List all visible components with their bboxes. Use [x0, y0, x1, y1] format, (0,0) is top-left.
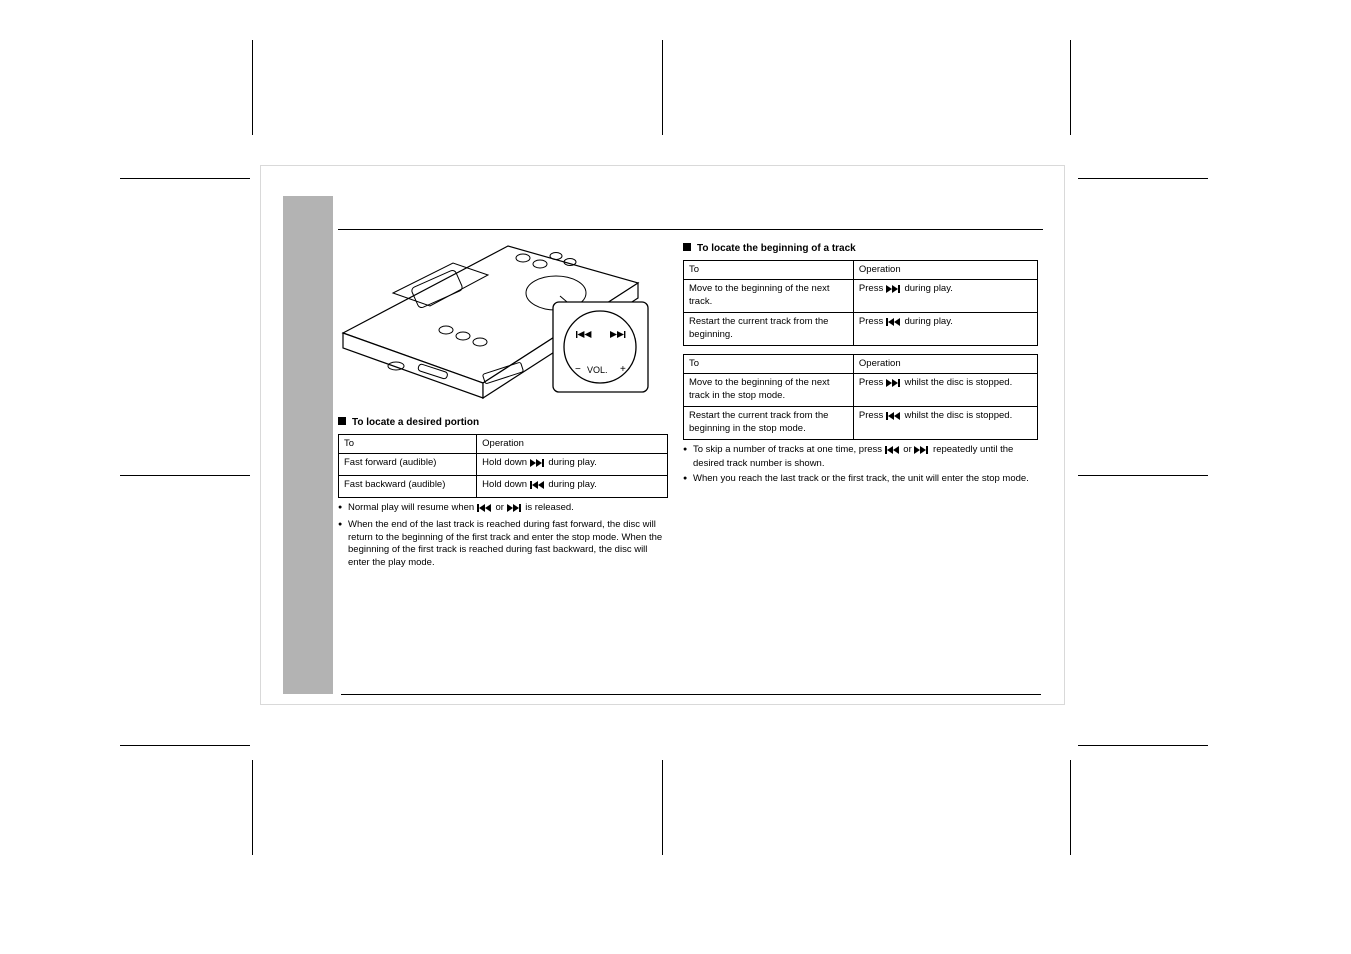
table-row: Move to the beginning of the next track … [684, 374, 1038, 407]
vol-label: VOL. [587, 365, 608, 375]
prev-track-icon [530, 481, 546, 494]
prev-track-icon [885, 446, 901, 459]
cropmark [120, 475, 250, 476]
table-row: Restart the current track from the begin… [684, 312, 1038, 345]
cropmark [662, 760, 663, 855]
cropmark [1078, 178, 1208, 179]
prev-track-icon [886, 318, 902, 331]
cell-op: Press whilst the disc is stopped. [853, 407, 1037, 440]
cropmark [1078, 745, 1208, 746]
note-item: To skip a number of tracks at one time, … [683, 444, 1038, 472]
cell-op: Hold down during play. [477, 454, 668, 476]
device-illustration: − VOL. + [338, 238, 658, 408]
right-th-to: To [684, 260, 854, 280]
right-table-b: To Operation Move to the beginning of th… [683, 354, 1038, 440]
right-heading-text: To locate the beginning of a track [697, 242, 856, 256]
next-track-icon [530, 459, 546, 472]
table-row: Fast backward (audible) Hold down during… [339, 476, 668, 498]
device-svg: − VOL. + [338, 238, 658, 408]
table-row: Move to the beginning of the next track.… [684, 280, 1038, 313]
cell-to: Fast forward (audible) [339, 454, 477, 476]
right-heading: To locate the beginning of a track [683, 242, 1038, 256]
svg-text:−: − [575, 364, 581, 375]
next-track-icon [507, 504, 523, 517]
top-rule [338, 229, 1043, 230]
cropmark [662, 40, 663, 135]
svg-text:+: + [620, 364, 626, 375]
cell-op: Press whilst the disc is stopped. [853, 374, 1037, 407]
cropmark [1070, 760, 1071, 855]
note-item: When you reach the last track or the fir… [683, 473, 1038, 486]
cropmark [1070, 40, 1071, 135]
prev-track-icon [477, 504, 493, 517]
square-bullet-icon [683, 243, 691, 251]
cropmark [252, 40, 253, 135]
left-notes: Normal play will resume when or is relea… [338, 502, 668, 570]
note-item: Normal play will resume when or is relea… [338, 502, 668, 517]
left-heading-text: To locate a desired portion [352, 416, 479, 430]
right-th-op: Operation [853, 354, 1037, 374]
note-item: When the end of the last track is reache… [338, 519, 668, 570]
cropmark [1078, 475, 1208, 476]
right-th-to: To [684, 354, 854, 374]
cell-to: Fast backward (audible) [339, 476, 477, 498]
left-table: To Operation Fast forward (audible) Hold… [338, 434, 668, 498]
bottom-rule [341, 694, 1041, 695]
cell-op: Press during play. [853, 280, 1037, 313]
next-track-icon [886, 379, 902, 392]
table-row: Fast forward (audible) Hold down during … [339, 454, 668, 476]
cell-to: Restart the current track from the begin… [684, 312, 854, 345]
right-column: To locate the beginning of a track To Op… [683, 238, 1038, 488]
left-th-op: Operation [477, 434, 668, 454]
cropmark [252, 760, 253, 855]
table-row: Restart the current track from the begin… [684, 407, 1038, 440]
left-column: − VOL. + To locate a desired portion To … [338, 238, 668, 572]
right-notes: To skip a number of tracks at one time, … [683, 444, 1038, 486]
square-bullet-icon [338, 417, 346, 425]
right-th-op: Operation [853, 260, 1037, 280]
right-table-a: To Operation Move to the beginning of th… [683, 260, 1038, 346]
cropmark [120, 178, 250, 179]
cropmark [120, 745, 250, 746]
cell-op: Hold down during play. [477, 476, 668, 498]
left-th-to: To [339, 434, 477, 454]
prev-track-icon [886, 412, 902, 425]
cell-to: Move to the beginning of the next track … [684, 374, 854, 407]
next-track-icon [914, 446, 930, 459]
left-heading: To locate a desired portion [338, 416, 668, 430]
cell-to: Move to the beginning of the next track. [684, 280, 854, 313]
sidebar-tab [283, 196, 333, 694]
next-track-icon [886, 285, 902, 298]
cell-to: Restart the current track from the begin… [684, 407, 854, 440]
cell-op: Press during play. [853, 312, 1037, 345]
